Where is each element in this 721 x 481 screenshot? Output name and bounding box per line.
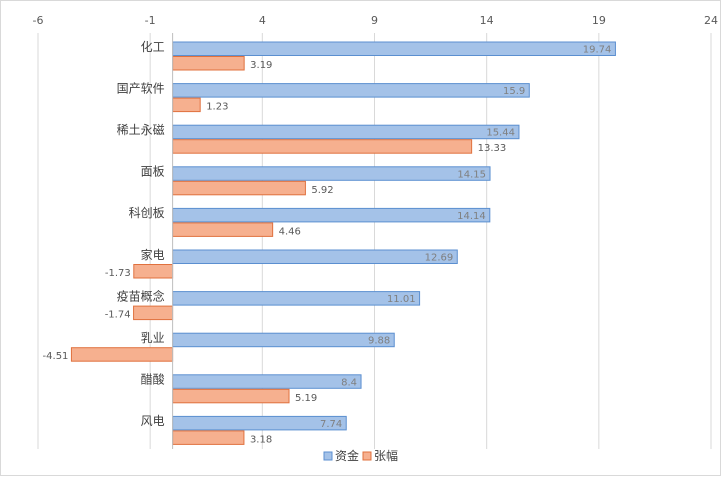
bar-zijin: [172, 291, 421, 306]
bar-zijin: [172, 83, 530, 98]
category-label: 国产软件: [117, 81, 165, 95]
bar-zijin: [172, 207, 491, 223]
data-label: 19.74: [583, 45, 612, 56]
bar-zijin: [172, 124, 520, 140]
data-label: 1.23: [206, 102, 228, 113]
data-label: 3.19: [250, 60, 272, 71]
category-label: 化工: [141, 40, 165, 54]
category-label: 乳业: [141, 331, 165, 345]
data-label: 7.74: [320, 419, 342, 430]
data-label: 8.4: [341, 377, 357, 388]
bar-zijin: [172, 166, 491, 181]
x-tick-label: 24: [704, 14, 718, 27]
legend-label: 张幅: [374, 448, 398, 463]
bar-zhangfu: [172, 139, 473, 154]
data-label: 12.69: [425, 253, 454, 264]
bar-zijin: [172, 249, 458, 264]
category-label: 稀土永磁: [117, 122, 165, 137]
x-tick-label: 19: [592, 14, 606, 27]
x-tick-label: 14: [480, 14, 494, 27]
bar-zhangfu: [172, 388, 290, 404]
bar-zijin: [172, 41, 616, 56]
legend-label: 资金: [335, 448, 359, 463]
data-label: -4.51: [43, 351, 69, 362]
category-label: 风电: [141, 414, 165, 428]
bar-zhangfu: [172, 180, 306, 196]
bar-zhangfu: [70, 347, 174, 362]
category-label: 科创板: [129, 206, 165, 220]
bar-zijin: [172, 374, 362, 389]
data-label: 3.18: [250, 434, 272, 445]
data-label: 15.44: [486, 128, 515, 139]
data-label: 14.15: [457, 169, 486, 180]
bar-zhangfu: [133, 264, 174, 279]
category-label: 醋酸: [141, 372, 165, 387]
legend-swatch: [323, 451, 333, 461]
data-label: 11.01: [387, 294, 416, 305]
data-label: 9.88: [368, 336, 390, 347]
bar-zhangfu: [172, 222, 274, 237]
data-label: 4.46: [279, 226, 301, 237]
data-label: 13.33: [478, 143, 507, 154]
bar-zhangfu: [172, 56, 245, 71]
x-tick-label: 9: [371, 14, 378, 27]
x-tick-label: -6: [33, 14, 44, 27]
data-label: 14.14: [457, 211, 486, 222]
data-label: -1.74: [105, 310, 131, 321]
bar-zijin: [172, 332, 395, 348]
x-tick-label: -1: [145, 14, 156, 27]
data-label: 5.19: [295, 393, 317, 404]
category-label: 家电: [141, 247, 165, 262]
bar-zhangfu: [133, 305, 174, 321]
category-label: 面板: [141, 165, 165, 179]
data-label: 5.92: [311, 185, 333, 196]
data-label: 15.9: [503, 86, 525, 97]
category-label: 疫苗概念: [117, 288, 165, 303]
data-label: -1.73: [105, 268, 131, 279]
x-tick-label: 4: [259, 14, 266, 27]
bar-zhangfu: [172, 430, 245, 445]
legend-swatch: [362, 451, 372, 461]
bar-zhangfu: [172, 97, 201, 113]
